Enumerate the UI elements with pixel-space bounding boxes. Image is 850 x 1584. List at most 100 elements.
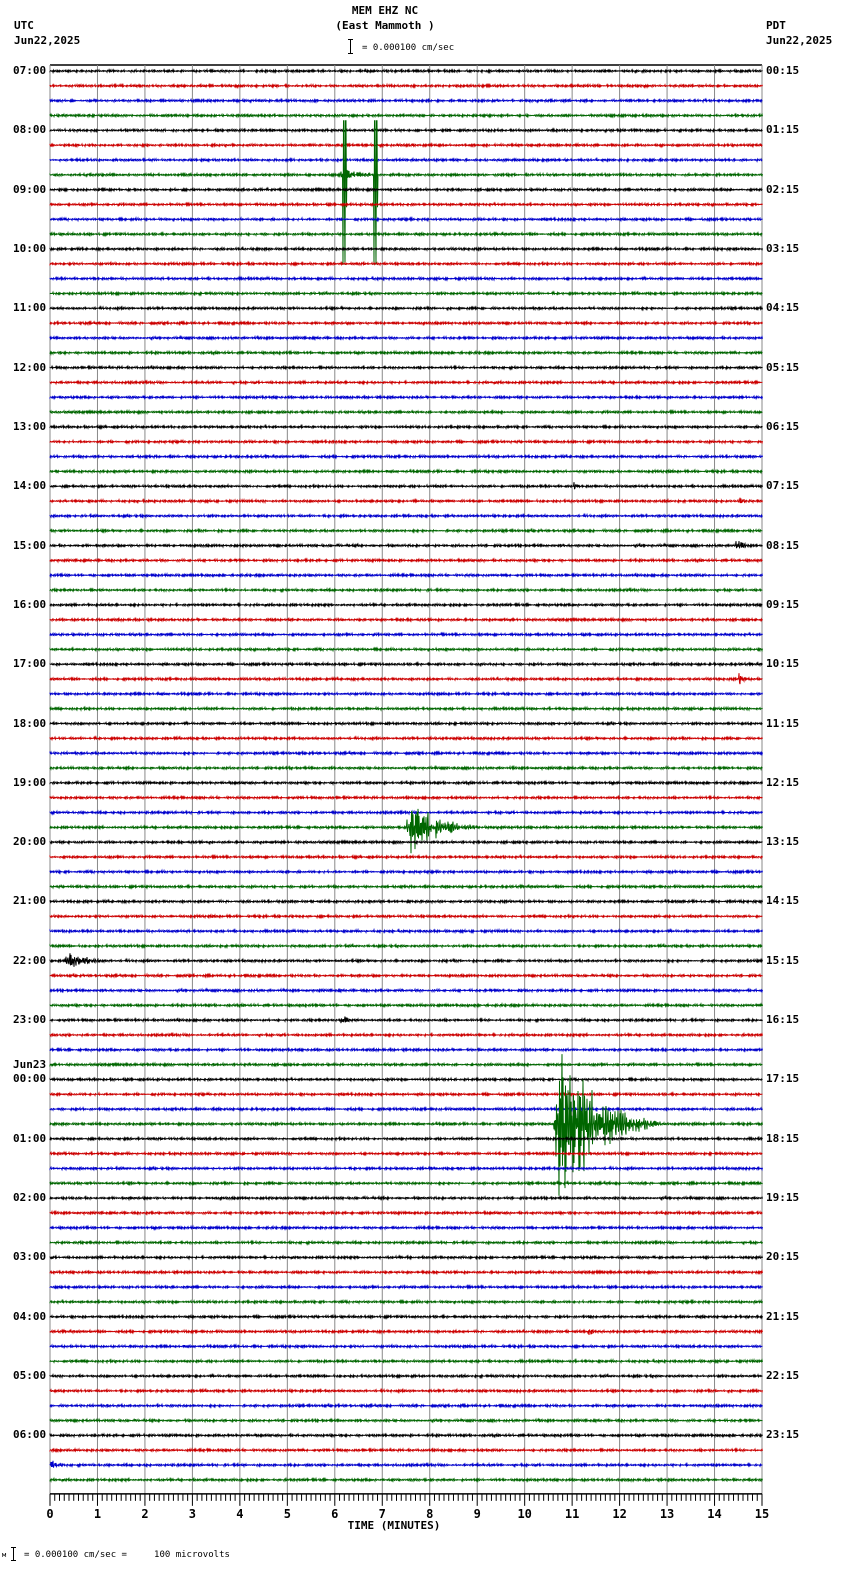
- trace-line: [49, 838, 763, 846]
- x-tick-label: 6: [331, 1507, 338, 1521]
- trace-line: [49, 883, 763, 890]
- utc-hour-label: 00:00: [13, 1072, 47, 1086]
- trace-line: [49, 1343, 763, 1350]
- x-tick-label: 8: [426, 1507, 433, 1521]
- trace-line: [49, 1269, 763, 1276]
- utc-hour-label: 23:00: [13, 1013, 47, 1027]
- pdt-time-label: 10:15: [766, 657, 800, 671]
- trace-line: [49, 1046, 763, 1054]
- trace-line: [49, 319, 763, 327]
- x-tick-label: 9: [474, 1507, 481, 1521]
- trace-line: [49, 127, 763, 134]
- pdt-time-label: 19:15: [766, 1191, 800, 1205]
- x-tick-label: 15: [755, 1507, 769, 1521]
- utc-hour-label: 18:00: [13, 716, 47, 730]
- trace-line: [49, 527, 763, 534]
- x-axis-label: TIME (MINUTES): [348, 1519, 441, 1532]
- pdt-time-label: 12:15: [766, 775, 800, 789]
- x-tick-label: 2: [141, 1507, 148, 1521]
- utc-hour-label: 04:00: [13, 1309, 47, 1323]
- pdt-time-label: 02:15: [766, 182, 800, 196]
- utc-hour-label: 07:00: [13, 64, 47, 77]
- utc-hour-label: 11:00: [13, 301, 47, 315]
- trace-line: [49, 1061, 763, 1068]
- trace-line: [49, 364, 763, 371]
- right-timezone: PDT: [766, 19, 786, 32]
- utc-hour-label: 06:00: [13, 1428, 47, 1442]
- trace-line: [49, 305, 763, 312]
- station-location: (East Mammoth ): [335, 19, 435, 32]
- trace-line: [49, 497, 763, 505]
- pdt-time-label: 00:15: [766, 64, 800, 77]
- trace-line: [49, 156, 763, 164]
- utc-hour-label: 16:00: [13, 597, 47, 611]
- trace-line: [49, 1402, 763, 1409]
- utc-hour-label: 14:00: [13, 479, 47, 493]
- trace-line: [49, 67, 763, 75]
- trace-line: [49, 1091, 763, 1098]
- trace-line: [49, 1165, 763, 1172]
- footer-mark: м: [2, 1551, 7, 1559]
- x-tick-label: 3: [189, 1507, 196, 1521]
- trace-line: [49, 898, 763, 905]
- trace-line: [49, 953, 763, 967]
- trace-line: [49, 379, 763, 386]
- left-timezone: UTC: [14, 19, 34, 32]
- trace-line: [49, 1135, 763, 1142]
- trace-line: [49, 1387, 763, 1395]
- trace-line: [49, 408, 763, 416]
- trace-line: [49, 1031, 763, 1039]
- utc-hour-label: 08:00: [13, 123, 47, 137]
- trace-line: [49, 453, 763, 460]
- trace-line: [49, 245, 763, 253]
- trace-line: [49, 230, 763, 238]
- trace-line: [49, 1224, 763, 1231]
- pdt-time-label: 18:15: [766, 1131, 800, 1145]
- pdt-time-label: 15:15: [766, 953, 800, 967]
- trace-line: [49, 794, 763, 801]
- utc-hour-label: 12:00: [13, 360, 47, 374]
- trace-line: [49, 1372, 763, 1380]
- trace-line: [49, 942, 763, 950]
- trace-line: [49, 673, 763, 685]
- scale-text: = 0.000100 cm/sec: [362, 43, 455, 53]
- utc-hour-label: 03:00: [13, 1250, 47, 1264]
- x-tick-label: 12: [612, 1507, 626, 1521]
- pdt-time-label: 14:15: [766, 894, 800, 908]
- trace-line: [49, 987, 763, 994]
- trace-line: [49, 572, 763, 579]
- scale-bar-icon: [348, 39, 356, 54]
- pdt-time-label: 16:15: [766, 1013, 800, 1027]
- trace-line: [49, 260, 763, 267]
- trace-line: [49, 1180, 763, 1187]
- trace-line: [49, 764, 763, 772]
- utc-hour-label: 22:00: [13, 953, 47, 967]
- pdt-time-label: 04:15: [766, 301, 800, 315]
- trace-line: [49, 394, 763, 401]
- trace-line: [49, 275, 763, 282]
- utc-hour-label: 20:00: [13, 835, 47, 849]
- trace-line: [49, 661, 763, 668]
- trace-line: [49, 97, 763, 104]
- trace-line: [49, 438, 763, 445]
- trace-line: [49, 557, 763, 564]
- trace-line: [49, 690, 763, 698]
- trace-line: [49, 972, 763, 979]
- pdt-time-label: 07:15: [766, 479, 800, 493]
- trace-line: [49, 186, 763, 193]
- utc-hour-label: 09:00: [13, 182, 47, 196]
- trace-line: [49, 1417, 763, 1424]
- trace-line: [49, 290, 763, 297]
- x-tick-label: 5: [284, 1507, 291, 1521]
- utc-hour-label: 13:00: [13, 419, 47, 433]
- trace-line: [49, 809, 763, 816]
- trace-line: [49, 1328, 763, 1336]
- utc-hour-label: 19:00: [13, 775, 47, 789]
- x-tick-label: 0: [46, 1507, 53, 1521]
- trace-line: [49, 423, 763, 431]
- pdt-time-label: 01:15: [766, 123, 800, 137]
- trace-line: [49, 1209, 763, 1217]
- trace-line: [49, 1054, 763, 1196]
- pdt-time-label: 23:15: [766, 1428, 800, 1442]
